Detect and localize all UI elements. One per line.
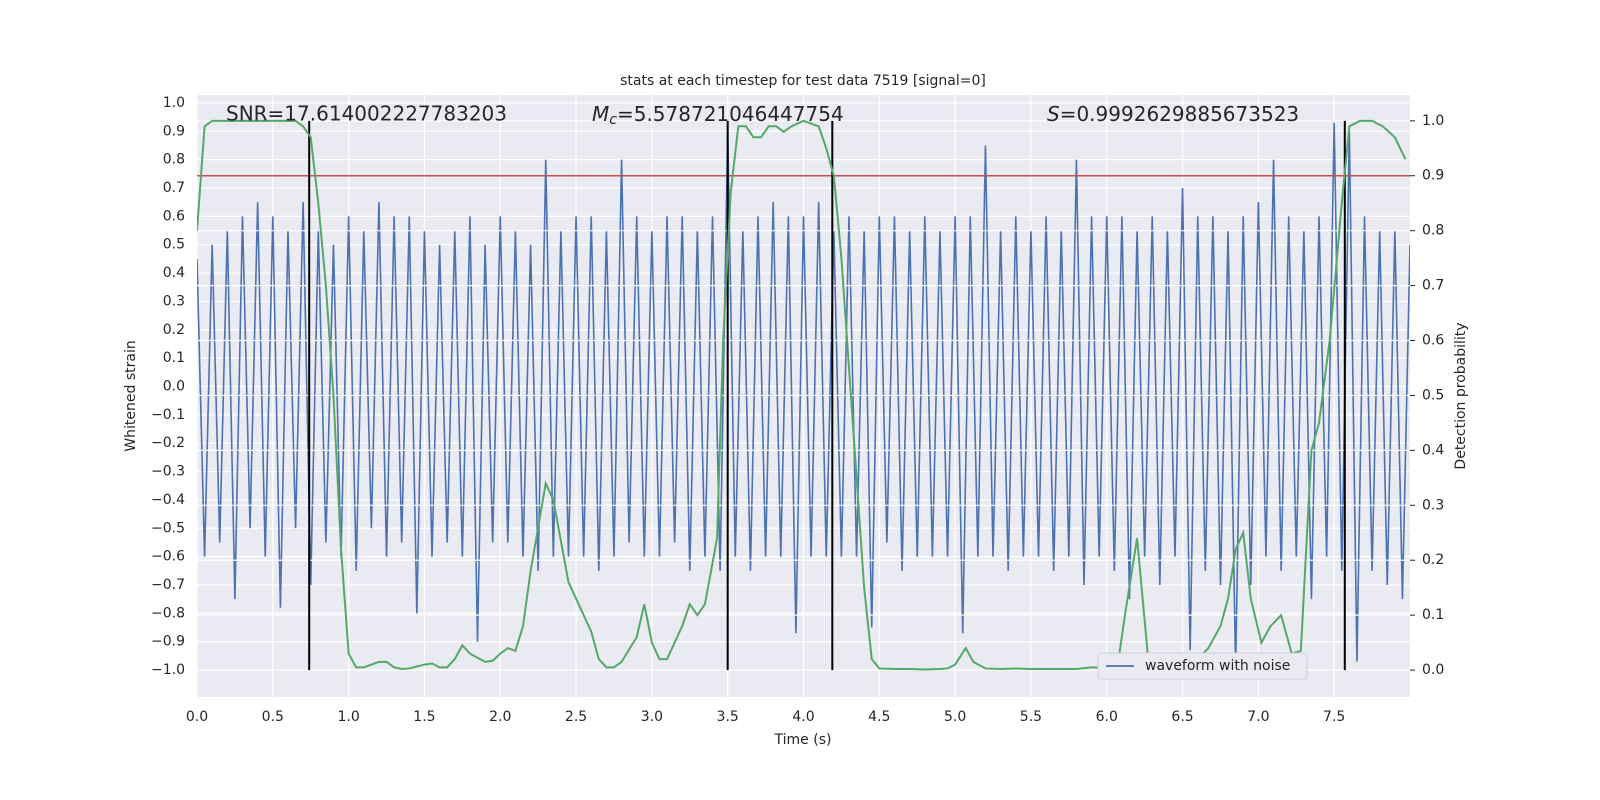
y2-tick-label: 0.1: [1422, 607, 1444, 623]
y2-tick-label: 0.8: [1422, 223, 1444, 239]
x-tick-label: 7.5: [1323, 709, 1345, 725]
annotation: SNR=17.614002227783203: [226, 102, 507, 126]
y-tick-label: −0.5: [151, 520, 185, 536]
y2-tick-label: 0.0: [1422, 662, 1444, 678]
y2-tick-label: 0.2: [1422, 552, 1444, 568]
y-tick-label: 0.4: [163, 265, 185, 281]
legend-label: waveform with noise: [1145, 658, 1290, 674]
x-tick-label: 7.0: [1247, 709, 1269, 725]
series-line: [197, 122, 1410, 671]
y-tick-label: −0.6: [151, 549, 185, 565]
y-tick-label: −0.1: [151, 407, 185, 423]
x-tick-label: 0.5: [262, 709, 284, 725]
y2-tick-label: 0.3: [1422, 497, 1444, 513]
y2-tick-label: 0.4: [1422, 442, 1444, 458]
y-tick-label: −0.2: [151, 435, 185, 451]
y-axis-label: Whitened strain: [123, 340, 139, 451]
y-tick-label: 0.5: [163, 237, 185, 253]
y-tick-label: −0.4: [151, 492, 185, 508]
y2-tick-label: 0.6: [1422, 333, 1444, 349]
x-tick-label: 2.5: [565, 709, 587, 725]
chart-title: stats at each timestep for test data 751…: [620, 73, 986, 89]
y-tick-label: 0.3: [163, 293, 185, 309]
x-axis-label: Time (s): [774, 732, 832, 748]
y2-tick-label: 1.0: [1422, 113, 1444, 129]
x-tick-label: 1.0: [337, 709, 359, 725]
x-tick-label: 3.5: [717, 709, 739, 725]
x-tick-label: 1.5: [413, 709, 435, 725]
x-tick-label: 0.0: [186, 709, 208, 725]
annotation: S=0.9992629885673523: [1047, 102, 1299, 126]
y2-tick-label: 0.7: [1422, 278, 1444, 294]
x-tick-label: 4.0: [792, 709, 814, 725]
series-line: [197, 119, 1407, 671]
x-tick-label: 6.5: [1171, 709, 1193, 725]
y2-axis-label: Detection probability: [1453, 322, 1469, 469]
annotation-symbol: S: [1047, 102, 1060, 126]
x-tick-label: 4.5: [868, 709, 890, 725]
y-tick-label: −1.0: [151, 662, 185, 678]
y-tick-label: −0.3: [151, 464, 185, 480]
y-tick-label: −0.9: [151, 634, 185, 650]
y-tick-label: 1.0: [163, 95, 185, 111]
x-tick-label: 2.0: [489, 709, 511, 725]
x-tick-label: 5.0: [944, 709, 966, 725]
y-tick-label: 0.9: [163, 123, 185, 139]
y-tick-label: 0.2: [163, 322, 185, 338]
y-tick-label: 0.6: [163, 208, 185, 224]
y2-tick-label: 0.5: [1422, 387, 1444, 403]
y-tick-label: 0.0: [163, 379, 185, 395]
y-tick-label: 0.1: [163, 350, 185, 366]
annotation-subscript: c: [609, 112, 617, 128]
x-tick-label: 6.0: [1096, 709, 1118, 725]
over-layer: [197, 119, 1410, 671]
y-tick-label: 0.8: [163, 152, 185, 168]
annotation-text: =0.9992629885673523: [1060, 102, 1299, 126]
legend-box: [1097, 652, 1308, 680]
y2-tick-label: 0.9: [1422, 168, 1444, 184]
annotation-text: =5.578721046447754: [617, 102, 844, 126]
annotation-symbol: M: [592, 102, 609, 126]
x-tick-label: 3.0: [641, 709, 663, 725]
x-tick-label: 5.5: [1020, 709, 1042, 725]
y-tick-label: −0.8: [151, 605, 185, 621]
y-tick-label: 0.7: [163, 180, 185, 196]
annotation: Mc=5.578721046447754: [592, 102, 844, 129]
y-tick-label: −0.7: [151, 577, 185, 593]
